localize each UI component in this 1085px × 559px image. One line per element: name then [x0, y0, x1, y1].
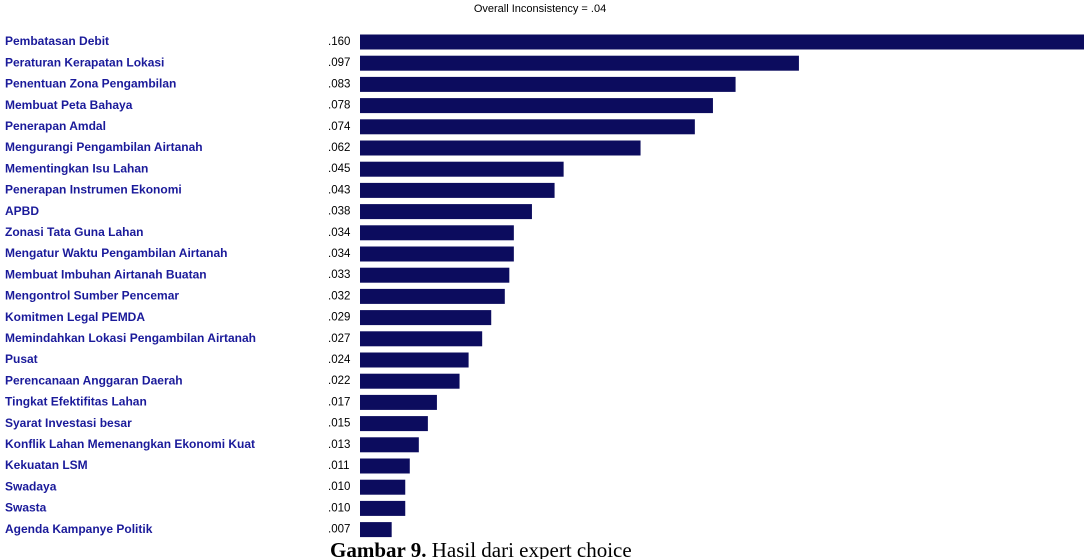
value-label: .010: [328, 502, 350, 514]
category-label: Perencanaan Anggaran Daerah: [5, 373, 183, 387]
value-label: .027: [328, 333, 350, 345]
category-label: Mementingkan Isu Lahan: [5, 161, 148, 175]
category-label: Penentuan Zona Pengambilan: [5, 77, 176, 91]
category-label: Memindahkan Lokasi Pengambilan Airtanah: [5, 331, 256, 345]
value-label: .034: [328, 227, 351, 239]
category-label: Agenda Kampanye Politik: [5, 522, 153, 536]
category-label: Swadaya: [5, 479, 57, 493]
bar: [360, 161, 564, 177]
bar: [360, 246, 514, 262]
category-label: Syarat Investasi besar: [5, 416, 132, 430]
category-label: Pusat: [5, 352, 38, 366]
bar: [360, 479, 406, 495]
category-label: Peraturan Kerapatan Lokasi: [5, 55, 164, 69]
bar: [360, 331, 483, 347]
value-label: .033: [328, 269, 350, 281]
bar: [360, 288, 505, 304]
category-label: Penerapan Instrumen Ekonomi: [5, 183, 182, 197]
category-label: Mengatur Waktu Pengambilan Airtanah: [5, 246, 227, 260]
value-label: .011: [328, 460, 350, 472]
bar: [360, 522, 392, 538]
value-label: .078: [328, 100, 350, 112]
value-label: .022: [328, 375, 350, 387]
bar: [360, 119, 695, 135]
value-label: .097: [328, 57, 350, 69]
category-label: Komitmen Legal PEMDA: [5, 310, 145, 324]
value-label: .045: [328, 163, 350, 175]
category-label: Membuat Imbuhan Airtanah Buatan: [5, 267, 207, 281]
value-label: .043: [328, 184, 350, 196]
caption-text: Hasil dari expert choice: [432, 538, 632, 559]
value-label: .083: [328, 78, 350, 90]
value-label: .034: [328, 248, 351, 260]
category-label: APBD: [5, 204, 39, 218]
bar: [360, 34, 1084, 50]
category-label: Konflik Lahan Memenangkan Ekonomi Kuat: [5, 437, 255, 451]
value-label: .017: [328, 396, 350, 408]
bar: [360, 500, 406, 516]
category-label: Swasta: [5, 501, 47, 515]
bar: [360, 76, 736, 92]
bar: [360, 204, 532, 220]
category-label: Mengurangi Pengambilan Airtanah: [5, 140, 203, 154]
value-label: .029: [328, 312, 350, 324]
category-label: Kekuatan LSM: [5, 458, 88, 472]
category-label: Penerapan Amdal: [5, 119, 106, 133]
bar: [360, 416, 428, 432]
bar: [360, 182, 555, 198]
category-label: Zonasi Tata Guna Lahan: [5, 225, 143, 239]
category-label: Membuat Peta Bahaya: [5, 98, 133, 112]
bar: [360, 98, 713, 114]
bar: [360, 437, 419, 453]
bar: [360, 267, 510, 283]
chart-title: Overall Inconsistency = .04: [474, 3, 606, 15]
value-label: .062: [328, 142, 350, 154]
bar: [360, 55, 799, 71]
value-label: .015: [328, 418, 350, 430]
bar: [360, 458, 410, 474]
value-label: .024: [328, 354, 351, 366]
category-label: Tingkat Efektifitas Lahan: [5, 395, 147, 409]
value-label: .032: [328, 290, 350, 302]
bar: [360, 352, 469, 368]
bar: [360, 225, 514, 241]
bar: [360, 140, 641, 156]
value-label: .013: [328, 439, 350, 451]
caption-label: Gambar 9.: [330, 538, 426, 559]
bar: [360, 394, 437, 410]
bar: [360, 310, 492, 326]
category-label: Mengontrol Sumber Pencemar: [5, 289, 179, 303]
bar: [360, 373, 460, 389]
value-label: .160: [328, 36, 350, 48]
category-label: Pembatasan Debit: [5, 34, 109, 48]
value-label: .074: [328, 121, 351, 133]
value-label: .007: [328, 524, 350, 536]
caption: Gambar 9. Hasil dari expert choice: [330, 538, 632, 559]
value-label: .010: [328, 481, 350, 493]
value-label: .038: [328, 206, 350, 218]
